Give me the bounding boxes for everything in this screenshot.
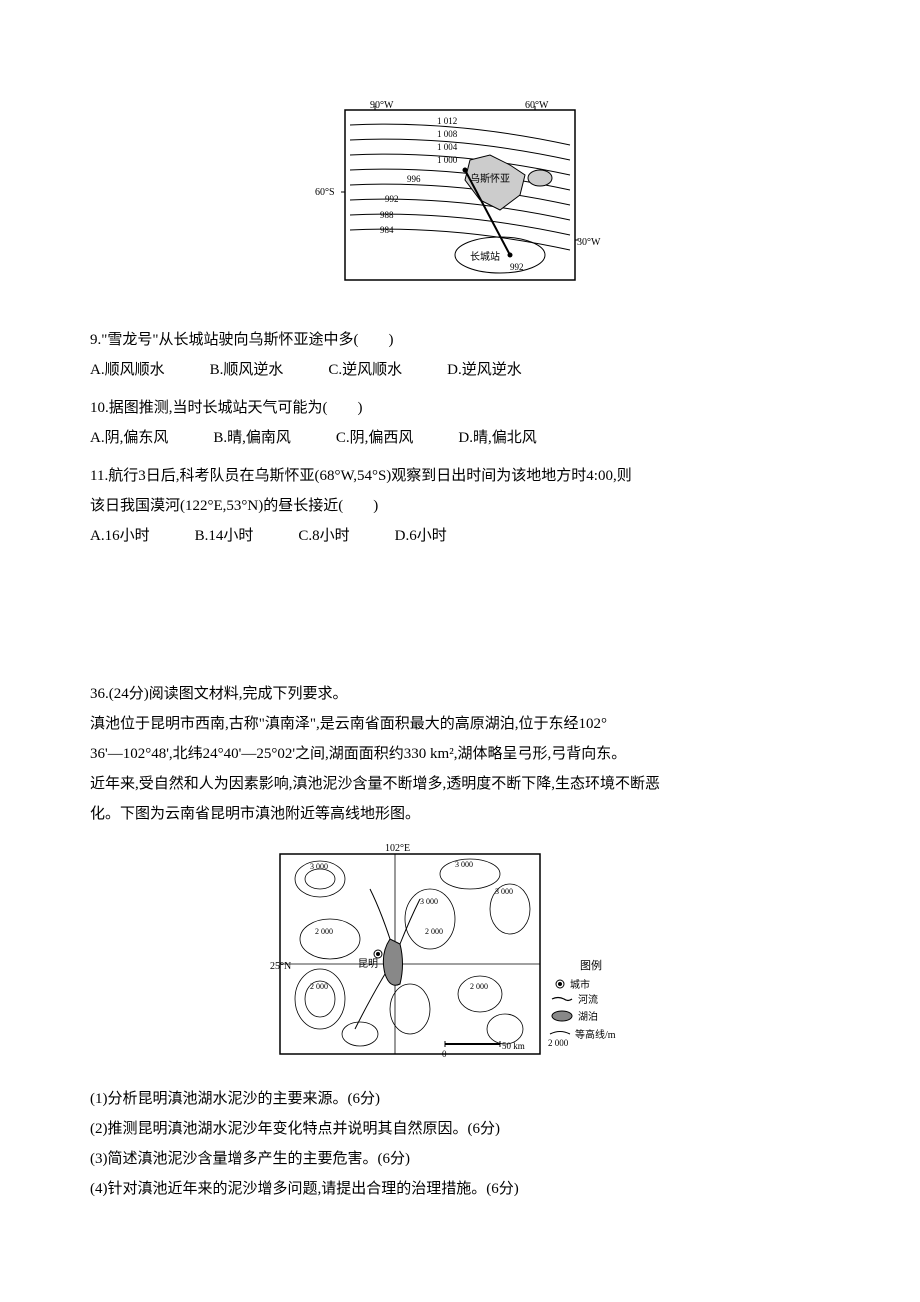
question-11: 11.航行3日后,科考队员在乌斯怀亚(68°W,54°S)观察到日出时间为该地地… [90, 461, 830, 551]
contour-1000: 1 000 [437, 155, 458, 165]
q36-sub4: (4)针对滇池近年来的泥沙增多问题,请提出合理的治理措施。(6分) [90, 1174, 830, 1204]
figure-1-container: 90°W 60°W 60°S 30°W 1 012 1 008 1 004 1 … [90, 100, 830, 305]
elev-3: 3 000 [495, 887, 513, 896]
contour-1004: 1 004 [437, 142, 458, 152]
topo-map-svg: 102°E 25°N 3 000 3 000 3 000 3 000 2 000… [270, 839, 650, 1069]
gap [402, 362, 447, 378]
q10-opt-a: A.阴,偏东风 [90, 430, 168, 446]
q11-opt-b: B.14小时 [195, 528, 254, 544]
contour-992b: 992 [510, 262, 524, 272]
q11-line1: 11.航行3日后,科考队员在乌斯怀亚(68°W,54°S)观察到日出时间为该地地… [90, 461, 830, 491]
question-9: 9."雪龙号"从长城站驶向乌斯怀亚途中多( ) A.顺风顺水 B.顺风逆水 C.… [90, 325, 830, 385]
gap [350, 528, 395, 544]
contour-992: 992 [385, 194, 399, 204]
q10-opt-c: C.阴,偏西风 [336, 430, 414, 446]
q36-para3: 近年来,受自然和人为因素影响,滇池泥沙含量不断增多,透明度不断下降,生态环境不断… [90, 769, 830, 799]
elev-7: 2 000 [310, 982, 328, 991]
q36-para1: 滇池位于昆明市西南,古称"滇南泽",是云南省面积最大的高原湖泊,位于东经102° [90, 709, 830, 739]
question-36: 36.(24分)阅读图文材料,完成下列要求。 滇池位于昆明市西南,古称"滇南泽"… [90, 679, 830, 829]
contour-988: 988 [380, 210, 394, 220]
gap [168, 430, 213, 446]
lat-label: 25°N [270, 961, 291, 972]
weather-map-svg: 90°W 60°W 60°S 30°W 1 012 1 008 1 004 1 … [315, 100, 605, 300]
city-kunming: 昆明 [358, 958, 378, 970]
label-wushuaiya: 乌斯怀亚 [470, 172, 510, 185]
gap [253, 528, 298, 544]
contour-1008: 1 008 [437, 129, 458, 139]
question-10: 10.据图推测,当时长城站天气可能为( ) A.阴,偏东风 B.晴,偏南风 C.… [90, 393, 830, 453]
q10-opt-b: B.晴,偏南风 [213, 430, 291, 446]
legend-lake: 湖泊 [578, 1011, 598, 1023]
q11-line2: 该日我国漠河(122°E,53°N)的昼长接近( ) [90, 491, 830, 521]
label-changcheng: 长城站 [470, 250, 500, 263]
legend-river: 河流 [578, 993, 598, 1006]
q11-options: A.16小时 B.14小时 C.8小时 D.6小时 [90, 521, 830, 551]
elev-1: 3 000 [310, 862, 328, 871]
q11-opt-d: D.6小时 [395, 528, 447, 544]
q36-sub3: (3)简述滇池泥沙含量增多产生的主要危害。(6分) [90, 1144, 830, 1174]
contour-1012: 1 012 [437, 116, 457, 126]
q9-opt-c: C.逆风顺水 [328, 362, 402, 378]
q9-opt-d: D.逆风逆水 [447, 362, 522, 378]
legend-city: 城市 [570, 978, 590, 991]
gap [165, 362, 210, 378]
figure-2-container: 102°E 25°N 3 000 3 000 3 000 3 000 2 000… [90, 839, 830, 1074]
scale-50km: 50 km [502, 1041, 525, 1051]
q36-para2: 36'—102°48',北纬24°40'—25°02'之间,湖面面积约330 k… [90, 739, 830, 769]
q36-intro: 36.(24分)阅读图文材料,完成下列要求。 [90, 679, 830, 709]
contour-984: 984 [380, 225, 394, 235]
elev-6: 2 000 [425, 927, 443, 936]
lon-label: 102°E [385, 843, 410, 854]
elev-8: 2 000 [470, 982, 488, 991]
q9-opt-a: A.顺风顺水 [90, 362, 165, 378]
gap [150, 528, 195, 544]
scale-0: 0 [442, 1049, 447, 1059]
q10-text: 10.据图推测,当时长城站天气可能为( ) [90, 393, 830, 423]
q10-opt-d: D.晴,偏北风 [458, 430, 536, 446]
q11-opt-c: C.8小时 [298, 528, 349, 544]
q36-para4: 化。下图为云南省昆明市滇池附近等高线地形图。 [90, 799, 830, 829]
lon-right: 60°W [525, 100, 549, 111]
lon-left: 90°W [370, 100, 394, 111]
legend-contour-text: 等高线/m [575, 1028, 616, 1041]
elev-2: 3 000 [455, 860, 473, 869]
gap [291, 430, 336, 446]
q11-opt-a: A.16小时 [90, 528, 150, 544]
q9-text: 9."雪龙号"从长城站驶向乌斯怀亚途中多( ) [90, 325, 830, 355]
elev-4: 3 000 [420, 897, 438, 906]
legend-contour-val: 2 000 [548, 1038, 569, 1048]
q10-options: A.阴,偏东风 B.晴,偏南风 C.阴,偏西风 D.晴,偏北风 [90, 423, 830, 453]
q9-options: A.顺风顺水 B.顺风逆水 C.逆风顺水 D.逆风逆水 [90, 355, 830, 385]
q9-opt-b: B.顺风逆水 [210, 362, 284, 378]
elev-5: 2 000 [315, 927, 333, 936]
legend-title: 图例 [580, 958, 602, 972]
gap [283, 362, 328, 378]
lat-right: 30°W [577, 237, 601, 248]
spacer [90, 559, 830, 679]
contour-996: 996 [407, 174, 421, 184]
q36-sub2: (2)推测昆明滇池湖水泥沙年变化特点并说明其自然原因。(6分) [90, 1114, 830, 1144]
gap [413, 430, 458, 446]
lat-left: 60°S [315, 187, 335, 198]
q36-sub1: (1)分析昆明滇池湖水泥沙的主要来源。(6分) [90, 1084, 830, 1114]
